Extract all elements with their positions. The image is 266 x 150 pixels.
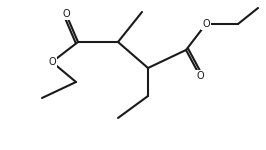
Text: O: O [202, 19, 210, 29]
Text: O: O [48, 57, 56, 67]
Text: O: O [62, 9, 70, 19]
Text: O: O [196, 71, 204, 81]
